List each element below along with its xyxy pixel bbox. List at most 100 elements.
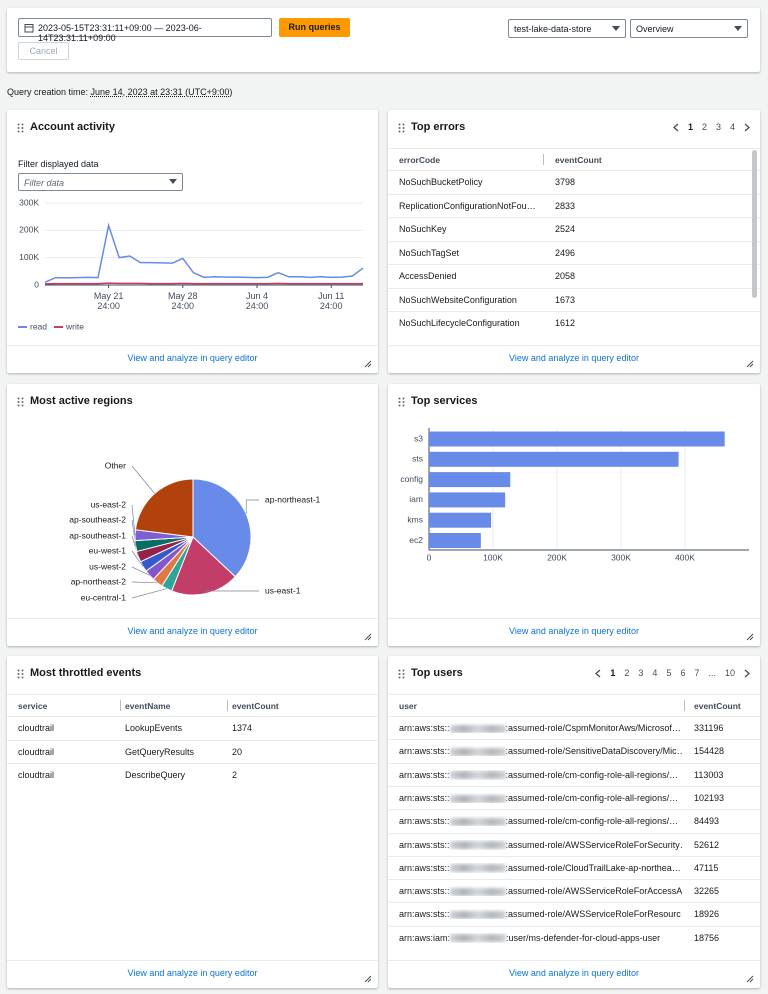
query-editor-link[interactable]: View and analyze in query editor (127, 626, 258, 636)
column-header: service (18, 701, 48, 711)
query-editor-link[interactable]: View and analyze in query editor (127, 353, 258, 363)
account-activity-panel: Account activity Filter displayed data F… (7, 110, 378, 373)
cancel-button[interactable]: Cancel (18, 42, 69, 60)
x-tick-label: 200K (547, 552, 567, 562)
page-number[interactable]: 5 (666, 668, 672, 678)
handle-dot (17, 401, 20, 403)
pagination: 1 2 3 4 5 6 7... 10 (595, 668, 750, 678)
handle-dot (21, 123, 24, 126)
page-number[interactable]: 4 (652, 668, 658, 678)
page-number[interactable]: 7 (694, 668, 700, 678)
query-editor-link[interactable]: View and analyze in query editor (127, 968, 258, 978)
query-editor-link[interactable]: View and analyze in query editor (509, 968, 639, 978)
handle-dot (398, 123, 401, 126)
table-cell: DescribeQuery (125, 770, 186, 780)
toolbar: 2023-05-15T23:31:11+09:00 — 2023-06-14T2… (7, 8, 760, 72)
data-store-select[interactable]: test-lake-data-store (508, 19, 626, 38)
page-number[interactable]: 3 (715, 122, 721, 132)
handle-dot (398, 130, 401, 133)
leader-line (131, 581, 158, 584)
query-time-label: Query creation time: (7, 87, 89, 97)
services-panel: Top services View and analyze in query e… (388, 384, 760, 646)
row-divider (388, 925, 760, 927)
handle-dot (402, 676, 405, 679)
handle-dot (21, 401, 24, 403)
handle-dot (398, 127, 401, 129)
filter-label: Filter displayed data (18, 159, 99, 169)
table-cell: 2 (232, 770, 238, 780)
page-number[interactable]: 10 (724, 668, 735, 678)
footer-divider (388, 618, 760, 619)
handle-dot (21, 404, 24, 407)
table-cell: cloudtrail (18, 723, 55, 733)
page-number[interactable]: 1 (687, 122, 693, 132)
filter-select[interactable]: Filter data (18, 173, 183, 191)
page-arrow[interactable] (744, 669, 750, 678)
page-number[interactable]: 1 (610, 668, 616, 678)
handle-dot (17, 397, 20, 400)
column-header: eventName (125, 701, 171, 711)
handle-dot (17, 123, 20, 126)
column-separator (120, 700, 121, 711)
bar (429, 451, 679, 467)
handle-dot (17, 676, 20, 679)
run-button[interactable]: Run queries (279, 18, 350, 37)
drag-handle (17, 123, 24, 133)
table-cell: 2524 (555, 224, 576, 234)
user-cell: arn:aws:sts:::assumed-role/AWSServiceRol… (399, 840, 682, 850)
column-separator (684, 700, 685, 711)
user-prefix: arn:aws:sts:: (399, 839, 450, 850)
user-prefix: arn:aws:sts:: (399, 769, 450, 780)
column-header: eventCount (694, 701, 741, 711)
page-number[interactable]: 2 (624, 668, 630, 678)
query-time: Query creation time: June 14, 2023 at 23… (7, 87, 232, 97)
handle-dot (402, 404, 405, 407)
table-cell: 52612 (694, 839, 720, 850)
user-suffix: :assumed-role/AWSServiceRoleForResourc… (505, 909, 682, 920)
column-header: eventCount (232, 701, 279, 711)
y-tick-label: 300K (19, 197, 39, 207)
page-arrow[interactable] (672, 123, 679, 132)
date-range-picker[interactable]: 2023-05-15T23:31:11+09:00 — 2023-06-14T2… (18, 18, 272, 43)
table: user eventCount arn:aws:sts:::assumed-role… (388, 694, 760, 961)
resize-lines (364, 360, 372, 368)
row-divider (388, 287, 760, 289)
table-cell: 18756 (694, 932, 720, 943)
redacted-account (449, 911, 506, 920)
bar (429, 472, 511, 488)
query-editor-link[interactable]: View and analyze in query editor (509, 353, 639, 363)
page-number[interactable]: 3 (638, 668, 644, 678)
scrollbar (752, 150, 757, 298)
footer-divider (7, 960, 378, 961)
arrow (744, 669, 750, 677)
table-cell: NoSuchWebsiteConfiguration (399, 294, 517, 305)
y-tick-label: 100K (19, 252, 39, 262)
panel-title: Top services (411, 395, 478, 407)
view: Overview (636, 24, 674, 34)
page-number[interactable]: 2 (701, 122, 707, 132)
page-number[interactable]: 4 (729, 122, 735, 132)
resize-lines (746, 975, 754, 983)
leader-line (131, 535, 139, 557)
table: errorCode eventCount NoSuchBucketPolicy 379… (388, 148, 760, 346)
leader-line (131, 588, 167, 599)
redacted-account (449, 841, 506, 850)
view-select[interactable]: Overview (630, 19, 748, 38)
slice-label: us-east-2 (91, 499, 127, 509)
row-divider (388, 217, 760, 218)
page-arrow[interactable] (595, 669, 601, 678)
page-number[interactable]: 6 (680, 668, 686, 678)
query-editor-link[interactable]: View and analyze in query editor (509, 626, 639, 636)
slice-label: ap-northeast-2 (71, 576, 127, 586)
page-arrow[interactable] (744, 123, 750, 132)
page-number[interactable]: ... (708, 668, 716, 678)
table-cell: 2496 (555, 247, 576, 258)
row-divider (388, 739, 760, 741)
line-chart: 0 100K 200K 300K read write (18, 197, 364, 331)
table-cell: 1374 (232, 723, 253, 733)
y-tick-label: 200K (19, 225, 39, 235)
handle-dot (17, 127, 20, 129)
table-cell: 84493 (694, 816, 720, 827)
resize-handle (746, 360, 754, 368)
